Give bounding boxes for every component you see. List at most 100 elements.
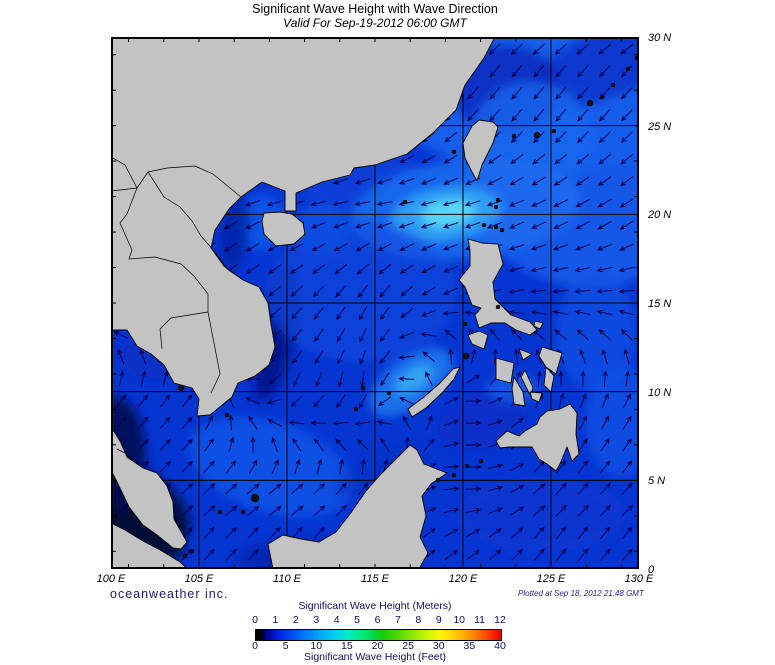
legend-feet-tick: 20: [371, 640, 384, 652]
legend-feet-tick: 5: [282, 640, 289, 652]
land-mindanao: [495, 403, 580, 472]
wave-height-patch: [524, 37, 639, 112]
legend-meter-tick: 12: [494, 614, 506, 626]
land-samar: [538, 346, 563, 375]
islet: [224, 412, 230, 418]
land-borneo: [267, 444, 448, 569]
islet: [511, 133, 517, 139]
land-china: [111, 37, 496, 417]
islet: [481, 222, 487, 228]
oceanweather-logo-text: oceanweather inc.: [110, 587, 229, 601]
lat-label: 20 N: [648, 209, 672, 222]
lat-label: 10 N: [648, 386, 672, 399]
legend-colorbar: [255, 629, 502, 641]
legend-meter-tick: 0: [252, 614, 258, 626]
land-leyte: [543, 366, 555, 393]
islet: [533, 131, 541, 139]
legend-meter-tick: 2: [292, 614, 299, 626]
land-panay: [495, 357, 515, 384]
land-masbate: [518, 348, 533, 361]
land-luzon: [458, 238, 538, 336]
islet: [177, 384, 185, 392]
islet: [189, 548, 195, 554]
lat-label: 5 N: [648, 475, 666, 488]
lon-label: 130 E: [624, 573, 654, 585]
lat-label: 25 N: [648, 120, 672, 133]
wave-height-patch: [266, 222, 456, 362]
legend-feet-tick: 25: [402, 640, 414, 652]
legend-feet-tick: 10: [310, 640, 323, 652]
wave-height-patch: [188, 416, 354, 518]
legend-feet-tick: 40: [494, 640, 506, 652]
map-frame: [111, 37, 639, 569]
islet: [464, 463, 470, 469]
lat-label: 0: [648, 564, 655, 576]
land-sumatra: [111, 522, 189, 569]
islet: [182, 553, 188, 559]
legend-feet-tick: 30: [432, 640, 445, 652]
legend-meter-tick: 8: [415, 614, 422, 626]
islet: [451, 472, 457, 478]
land-negros: [511, 376, 526, 407]
map-title: Significant Wave Height with Wave Direct…: [252, 2, 498, 16]
islet: [462, 352, 470, 360]
country-borders: [111, 156, 244, 461]
islet: [250, 493, 260, 503]
islet: [451, 149, 457, 155]
legend-feet-tick: 35: [463, 640, 476, 652]
lon-label: 125 E: [536, 573, 566, 585]
map-valid-time: Valid For Sep-19-2012 06:00 GMT: [283, 16, 467, 30]
islet: [402, 199, 408, 205]
wave-height-patch: [456, 477, 626, 553]
lat-label: 15 N: [648, 298, 672, 310]
legend-meter-tick: 4: [333, 614, 340, 626]
land-cebu: [520, 369, 534, 396]
land-hainan: [261, 211, 306, 247]
islet: [610, 82, 616, 88]
legend-title-meters: Significant Wave Height (Meters): [298, 600, 452, 612]
islet: [360, 385, 366, 391]
land-catanduanes: [533, 320, 544, 330]
land-palawan: [407, 366, 461, 418]
legend-title-feet: Significant Wave Height (Feet): [303, 651, 446, 663]
lon-label: 120 E: [448, 573, 478, 585]
islet: [353, 406, 359, 412]
wave-height-patch: [421, 199, 475, 227]
land-mindoro: [467, 330, 489, 350]
islet: [493, 204, 499, 210]
islet: [599, 94, 605, 100]
wave-height-patch: [585, 367, 639, 477]
legend-feet-tick: 15: [341, 640, 353, 652]
lon-label: 100 E: [96, 573, 126, 585]
legend-meter-tick: 7: [394, 614, 401, 626]
legend-meter-tick: 3: [313, 614, 320, 626]
islet: [499, 227, 505, 233]
islet: [586, 99, 594, 107]
islet: [217, 509, 223, 515]
lat-label: 30 N: [648, 32, 672, 44]
islet: [435, 477, 441, 483]
legend-feet-tick: 0: [252, 640, 258, 652]
legend-meter-tick: 1: [272, 614, 279, 626]
legend-meter-tick: 10: [453, 614, 465, 626]
islet: [478, 458, 484, 464]
land-malay: [111, 426, 188, 550]
wave-height-patch: [556, 272, 636, 392]
islet: [462, 321, 468, 327]
islet: [551, 128, 557, 134]
legend-meter-tick: 6: [374, 614, 381, 626]
map-canvas: [111, 37, 639, 569]
islet: [386, 390, 392, 396]
lon-label: 110 E: [273, 573, 301, 585]
landmasses: [111, 37, 580, 569]
land-bohol: [529, 391, 543, 403]
land-taiwan: [462, 119, 499, 182]
lon-label: 115 E: [361, 573, 389, 585]
islet: [495, 304, 501, 310]
legend-meter-tick: 11: [474, 614, 486, 626]
legend-meter-tick: 5: [354, 614, 360, 626]
islet: [495, 197, 501, 203]
plotted-timestamp: Plotted at Sep 18, 2012 21:48 GMT: [518, 589, 644, 598]
legend-meter-tick: 9: [435, 614, 442, 626]
